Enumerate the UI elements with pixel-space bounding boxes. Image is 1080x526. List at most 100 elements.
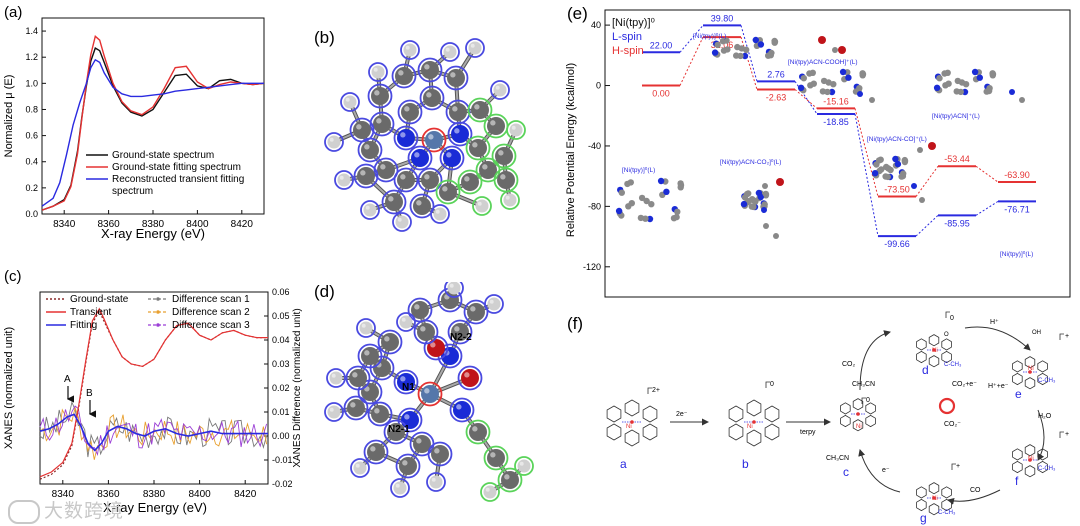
- arrow-g-c: [858, 449, 901, 493]
- d-atom: [467, 303, 485, 321]
- e-mol-3-atom: [828, 88, 836, 96]
- e-mol-5-atom: [933, 84, 941, 92]
- d-atom-shine: [449, 283, 454, 288]
- panel-e-chart: 40 0 -40 -80 -120 22.00 0.00 39.80 32.06 2.76 -2.…: [565, 9, 1071, 298]
- charge-b: 0: [770, 381, 774, 388]
- ch3-label-d: C-CH₃: [944, 362, 962, 368]
- watermark: 大数跨境: [8, 496, 124, 524]
- b-atom: [373, 115, 391, 133]
- e-connector: [740, 25, 758, 82]
- d-atom-halo: [377, 329, 403, 355]
- d-atom-shine: [424, 388, 430, 394]
- d-atom-shine: [420, 326, 426, 332]
- label-n2-2: N2-2: [450, 332, 472, 343]
- f-charge-bracket: [945, 311, 950, 318]
- d-atom: [399, 457, 417, 475]
- d-atom-shine: [364, 350, 370, 356]
- d-atom: [429, 475, 443, 489]
- c-fitting: [39, 413, 268, 452]
- d-atom-halo: [350, 458, 370, 478]
- ni-label-c: Ni: [856, 424, 862, 430]
- e-ytick-label: 40: [591, 20, 601, 30]
- e-level-label: 0.00: [652, 89, 670, 99]
- c-legend-right-marker: [156, 310, 160, 314]
- e-mol-3-tail: [838, 46, 846, 54]
- d-atom: [461, 369, 479, 387]
- b-atom-shine: [454, 128, 460, 134]
- b-atom-shine: [424, 174, 430, 180]
- panel-c-y2label: XANES Difference (normalized unit): [292, 308, 303, 467]
- b-atom: [371, 65, 385, 79]
- charge-f: +: [1065, 431, 1069, 438]
- panel-label-d: (d): [314, 282, 335, 301]
- c-y2tick-label: 0.04: [272, 335, 290, 345]
- charge-g: +: [956, 463, 960, 470]
- label-ch3cn-1: CH₃CN: [852, 381, 875, 388]
- e-mol-3-atom: [797, 84, 805, 92]
- e-level-label: 32.06: [711, 40, 734, 50]
- d-atom-shine: [454, 326, 460, 332]
- b-atom-halo: [465, 38, 485, 58]
- b-atom-shine: [464, 176, 470, 182]
- d-atom-halo: [484, 294, 504, 314]
- b-atom: [377, 161, 395, 179]
- b-atom: [385, 193, 403, 211]
- oh-label-e: OH: [1032, 330, 1041, 336]
- e-mol-3-atom: [806, 70, 813, 77]
- e-connector: [975, 165, 999, 183]
- b-atom-halo: [457, 169, 483, 195]
- e-mol-3-atom: [859, 70, 866, 77]
- ni-label-g: Ni: [932, 496, 938, 502]
- species-b: b: [742, 457, 749, 471]
- d-atom: [361, 347, 379, 365]
- ni-label-a: Ni: [626, 424, 632, 430]
- e-mol-2-tail: [762, 183, 768, 189]
- a-ytick-label: 0.6: [25, 131, 38, 141]
- e-mol-2-atom: [752, 198, 759, 205]
- a-legend-3: Reconstructed transient fitting: [112, 174, 244, 185]
- d-atom-halo: [396, 312, 416, 332]
- b-atom-shine: [490, 120, 496, 126]
- b-atom-shine: [397, 217, 402, 222]
- e-mol-5-tail: [1019, 97, 1025, 103]
- b-atom-shine: [505, 195, 510, 200]
- b-atom-shine: [511, 125, 516, 130]
- b-atom: [475, 199, 489, 213]
- e-mol-0-atom: [663, 188, 670, 195]
- b-atom: [371, 87, 389, 105]
- species-label-1: [Ni(tpy)]⁰(L): [693, 32, 726, 40]
- d-atom-halo: [449, 397, 475, 423]
- panel-c-ylabel: XANES (normalized unit): [3, 327, 15, 449]
- label-co: CO: [970, 487, 981, 494]
- panel-c-chart: 8340 8360 8380 8400 8420 -0.02 -0.01 0.00 0.01 0.…: [3, 287, 303, 515]
- f-c-ring: [840, 398, 876, 415]
- d-atom-halo: [417, 381, 443, 407]
- b-atom: [449, 103, 467, 121]
- e-mol-4-atom: [894, 160, 902, 168]
- b-atom-halo: [417, 167, 443, 193]
- d-atom-shine: [519, 461, 524, 466]
- c-y2tick-label: -0.02: [272, 479, 293, 489]
- f-charge-bracket: [861, 397, 866, 404]
- e-level-label: -76.71: [1004, 204, 1030, 214]
- c-xtick-label: 8400: [188, 489, 211, 500]
- e-mol-5-atom: [945, 80, 952, 87]
- panel-d-molecule: N2-2 N1 N2-1: [324, 282, 534, 502]
- b-atom: [395, 67, 413, 85]
- panel-c-legend: Ground-state Transient Fitting Difference s…: [46, 294, 250, 331]
- arrow-d-e: [964, 326, 1031, 351]
- a-series-2: [41, 35, 265, 211]
- d-atom: [371, 405, 389, 423]
- b-atom-shine: [400, 174, 406, 180]
- f-e-ring: [1012, 372, 1048, 390]
- c-legend-right-1: Difference scan 1: [172, 294, 250, 305]
- b-atom: [495, 147, 513, 165]
- e-mol-5-atom: [941, 70, 948, 77]
- e-level-label: -15.16: [823, 96, 849, 106]
- f-d-metal: [932, 348, 936, 352]
- b-atom: [327, 135, 341, 149]
- ch3-label-e: C-CH₃: [1038, 378, 1056, 384]
- b-atom-halo: [440, 42, 460, 62]
- panel-label-e: (e): [567, 4, 588, 23]
- c-y2tick-label: 0.03: [272, 359, 290, 369]
